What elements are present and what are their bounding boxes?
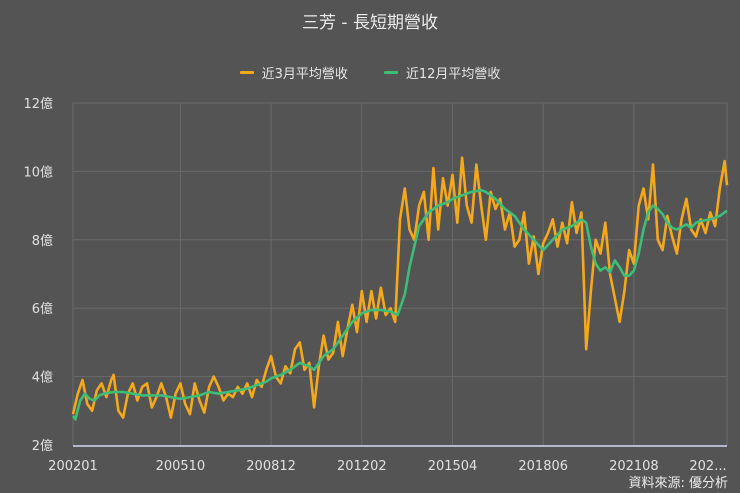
legend-item-3m[interactable]: 近3月平均營收 [239, 63, 348, 82]
y-tick-label: 12億 [23, 96, 53, 112]
y-tick-label: 8億 [32, 233, 53, 249]
y-tick-label: 10億 [23, 164, 53, 180]
x-tick-label: 201504 [428, 459, 478, 474]
legend-swatch-3m [239, 71, 254, 74]
y-tick-label: 6億 [32, 301, 53, 317]
legend-label-12m: 近12月平均營收 [405, 67, 501, 82]
data-source: 資料來源: 優分析 [628, 476, 728, 491]
x-tick-label: 200510 [156, 459, 206, 474]
y-tick-label: 2億 [32, 438, 53, 454]
legend-label-3m: 近3月平均營收 [261, 67, 348, 82]
x-tick-label: 202... [689, 459, 726, 474]
x-tick-label: 200812 [246, 459, 296, 474]
x-tick-label: 200201 [48, 459, 98, 474]
x-tick-label: 202108 [609, 459, 659, 474]
legend-item-12m[interactable]: 近12月平均營收 [383, 63, 501, 82]
series-3m-avg-line [71, 156, 729, 419]
data-series [71, 156, 729, 421]
legend-swatch-12m [383, 71, 398, 74]
series-12m-avg-line [71, 188, 728, 421]
x-axis-ticks: 200201 200510 200812 201202 201504 201806 2021… [48, 459, 726, 474]
y-axis-ticks: 2億 4億 6億 8億 10億 12億 [23, 96, 53, 454]
x-tick-label: 201202 [337, 459, 387, 474]
gridlines [72, 102, 728, 445]
chart-title: 三芳 - 長短期營收 [302, 13, 438, 33]
x-tick-label: 201806 [518, 459, 568, 474]
y-tick-label: 4億 [32, 370, 53, 386]
legend: 近3月平均營收 近12月平均營收 [0, 63, 740, 82]
